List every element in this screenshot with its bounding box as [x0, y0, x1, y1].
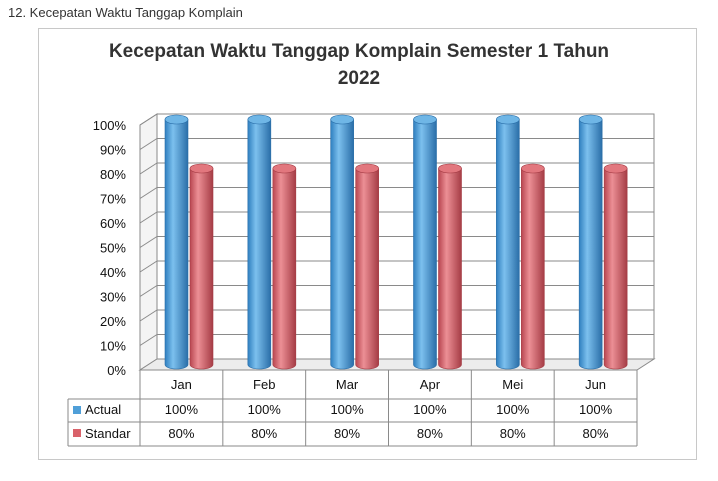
bar-standar-feb: [272, 168, 297, 370]
y-tick-label: 90%: [100, 143, 126, 158]
y-tick-label: 10%: [100, 339, 126, 354]
bar-actual-feb: [247, 119, 272, 370]
bar-top-standar-mei: [521, 163, 545, 174]
gridline-diagonal: [139, 211, 158, 224]
bar-top-standar-apr: [438, 163, 462, 174]
chart-title: Kecepatan Waktu Tanggap Komplain Semeste…: [0, 38, 718, 92]
bar-top-actual-mar: [330, 114, 354, 125]
gridline-diagonal: [139, 162, 158, 175]
bar-standar-mei: [521, 168, 545, 370]
gridline-diagonal: [139, 138, 158, 150]
floor: [138, 358, 656, 371]
bar-top-standar-jun: [603, 163, 628, 174]
gridline-diagonal: [139, 187, 158, 199]
bar-actual-mei: [496, 119, 520, 370]
chart-title-line-2: 2022: [337, 68, 381, 89]
bar-actual-apr: [413, 119, 437, 370]
y-tick-label: 60%: [100, 216, 126, 231]
y-tick-label: 80%: [100, 167, 126, 182]
bar-standar-mar: [355, 168, 379, 370]
page-heading: 12. Kecepatan Waktu Tanggap Komplain: [8, 5, 243, 20]
y-tick-label: 70%: [100, 192, 126, 207]
bar-top-actual-jun: [578, 114, 603, 125]
bar-top-standar-jan: [189, 163, 214, 174]
bar-standar-jan: [189, 168, 214, 370]
bar-top-actual-mei: [496, 114, 520, 125]
gridline-diagonal: [139, 334, 158, 346]
gridline-diagonal: [139, 236, 158, 248]
bar-top-actual-feb: [247, 114, 272, 125]
y-tick-label: 50%: [100, 241, 126, 256]
bar-actual-jun: [578, 119, 603, 370]
bar-standar-apr: [438, 168, 462, 370]
bar-top-standar-mar: [355, 163, 379, 174]
bar-top-standar-feb: [272, 163, 297, 174]
y-tick-label: 40%: [100, 265, 126, 280]
bar-actual-mar: [330, 119, 354, 370]
bar-top-actual-apr: [413, 114, 437, 125]
gridline-diagonal: [139, 260, 158, 273]
y-tick-label: 0%: [107, 363, 126, 378]
gridline-diagonal: [139, 309, 158, 322]
bar-standar-jun: [603, 168, 628, 370]
bar-top-actual-jan: [164, 114, 189, 125]
gridline-diagonal: [139, 113, 158, 126]
y-tick-label: 100%: [93, 118, 127, 133]
y-tick-label: 30%: [100, 290, 126, 305]
gridline-diagonal: [139, 285, 158, 297]
chart-title-line-1: Kecepatan Waktu Tanggap Komplain Semeste…: [108, 41, 610, 62]
y-tick-label: 20%: [100, 314, 126, 329]
bar-actual-jan: [164, 119, 189, 370]
